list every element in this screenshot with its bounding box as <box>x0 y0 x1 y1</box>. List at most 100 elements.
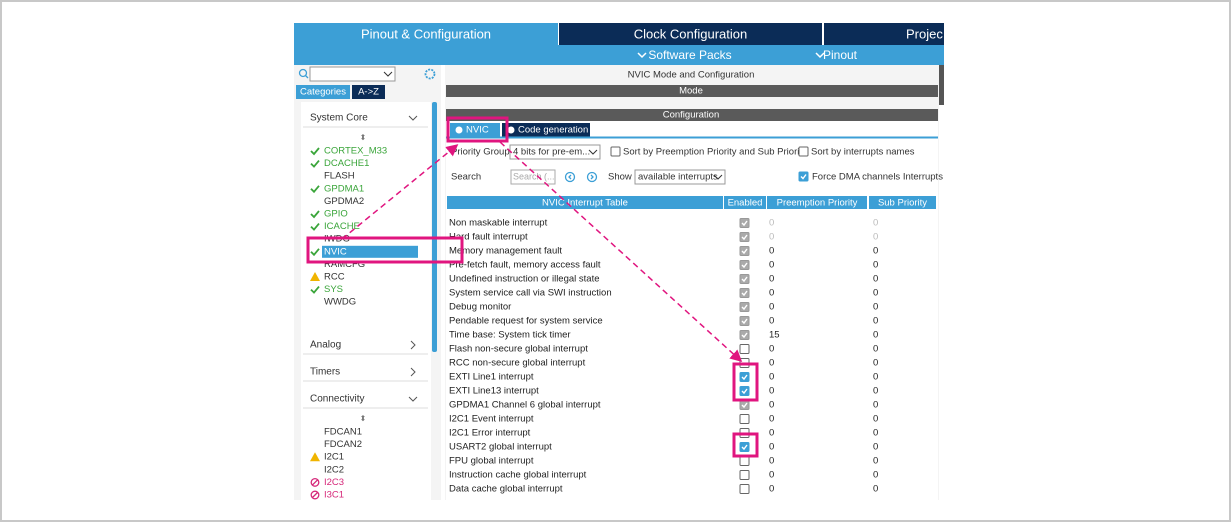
sub-priority[interactable]: 0 <box>873 470 878 481</box>
preemption-priority[interactable]: 0 <box>769 288 774 299</box>
nav-button[interactable] <box>564 171 576 183</box>
sub-priority[interactable]: 0 <box>873 316 878 327</box>
enabled-checkbox[interactable] <box>739 344 750 354</box>
sidebar-item[interactable]: FDCAN2 <box>324 439 362 450</box>
sidebar-item[interactable]: FDCAN1 <box>324 427 362 438</box>
highlight-box <box>732 432 759 458</box>
subtab-label[interactable]: Pinout <box>823 48 858 62</box>
sidebar-item[interactable]: DCACHE1 <box>324 158 369 169</box>
preemption-priority[interactable]: 15 <box>769 330 780 341</box>
checkbox[interactable] <box>610 146 621 157</box>
sidebar-item[interactable]: I2C1 <box>324 452 344 463</box>
config-tab[interactable] <box>502 123 590 137</box>
enabled-checkbox[interactable] <box>739 484 750 494</box>
sub-priority[interactable]: 0 <box>873 372 878 383</box>
sub-priority[interactable]: 0 <box>873 400 878 411</box>
interrupt-name: Non maskable interrupt <box>449 218 548 229</box>
interrupt-name: Flash non-secure global interrupt <box>449 344 588 355</box>
checkbox-label: Sort by Preemption Priority and Sub Prio… <box>623 147 807 158</box>
tab-label: Clock Configuration <box>634 26 747 41</box>
status-disabled <box>312 492 318 498</box>
interrupt-name: FPU global interrupt <box>449 456 534 467</box>
preemption-priority[interactable]: 0 <box>769 414 774 425</box>
sidebar-item[interactable]: RAMCFG <box>324 259 365 270</box>
preemption-priority[interactable]: 0 <box>769 246 774 257</box>
sub-priority[interactable]: 0 <box>873 484 878 495</box>
search-dropdown[interactable] <box>309 66 396 82</box>
sidebar-item[interactable]: NVIC <box>324 246 347 257</box>
enabled-checkbox <box>739 274 750 284</box>
preemption-priority[interactable]: 0 <box>769 442 774 453</box>
preemption-priority[interactable]: 0 <box>769 428 774 439</box>
config-tab[interactable] <box>450 123 500 137</box>
sidebar-item[interactable]: CORTEX_M33 <box>324 146 387 157</box>
check-tick <box>741 234 748 241</box>
sub-priority[interactable]: 0 <box>873 330 878 341</box>
preemption-priority[interactable]: 0 <box>769 260 774 271</box>
interrupt-name: Data cache global interrupt <box>449 484 563 495</box>
sub-priority[interactable]: 0 <box>873 302 878 313</box>
sidebar-item[interactable]: I2C2 <box>324 464 344 475</box>
enabled-checkbox[interactable] <box>739 442 750 452</box>
scrollbar <box>432 102 437 352</box>
sub-priority[interactable]: 0 <box>873 358 878 369</box>
sub-priority[interactable]: 0 <box>873 288 878 299</box>
tab[interactable] <box>294 23 558 45</box>
preemption-priority[interactable]: 0 <box>769 386 774 397</box>
preemption-priority[interactable]: 0 <box>769 344 774 355</box>
interrupt-name: Time base: System tick timer <box>449 330 571 341</box>
sidebar-item[interactable]: I2C3 <box>324 477 344 488</box>
sidebar-item[interactable]: FLASH <box>324 171 355 182</box>
preemption-priority[interactable]: 0 <box>769 358 774 369</box>
preemption-priority[interactable]: 0 <box>769 470 774 481</box>
preemption-priority[interactable]: 0 <box>769 484 774 495</box>
preemption-priority[interactable]: 0 <box>769 302 774 313</box>
group-header[interactable]: Timers <box>310 367 340 378</box>
sub-priority[interactable]: 0 <box>873 274 878 285</box>
interrupt-name: Hard fault interrupt <box>449 232 528 243</box>
checkbox[interactable] <box>798 171 809 182</box>
group-header[interactable]: System Core <box>310 113 368 124</box>
enabled-checkbox[interactable] <box>739 414 750 424</box>
nav-button[interactable] <box>586 171 598 183</box>
view-tab[interactable] <box>352 85 385 99</box>
sub-priority[interactable]: 0 <box>873 246 878 257</box>
sub-priority[interactable]: 0 <box>873 442 878 453</box>
dropdown[interactable] <box>634 169 726 185</box>
preemption-priority[interactable]: 0 <box>769 316 774 327</box>
preemption-priority[interactable]: 0 <box>769 372 774 383</box>
sidebar-item[interactable]: GPIO <box>324 209 348 220</box>
preemption-priority[interactable]: 0 <box>769 274 774 285</box>
panel-title: NVIC Mode and Configuration <box>628 70 755 81</box>
sidebar-item[interactable]: RCC <box>324 272 345 283</box>
sub-priority[interactable]: 0 <box>873 386 878 397</box>
settings-icon[interactable] <box>424 68 436 80</box>
enabled-checkbox[interactable] <box>739 456 750 466</box>
group-header[interactable]: Connectivity <box>310 394 364 405</box>
sub-priority[interactable]: 0 <box>873 344 878 355</box>
checkbox[interactable] <box>798 146 809 157</box>
tab[interactable] <box>559 23 822 45</box>
view-tab[interactable] <box>296 85 350 99</box>
tab[interactable] <box>824 23 944 45</box>
status-disabled <box>310 477 320 487</box>
sub-priority[interactable]: 0 <box>873 414 878 425</box>
sub-priority[interactable]: 0 <box>873 456 878 467</box>
nav-arrow <box>568 174 572 180</box>
sub-priority[interactable]: 0 <box>873 260 878 271</box>
sidebar-item[interactable]: GPDMA2 <box>324 196 364 207</box>
enabled-checkbox[interactable] <box>739 470 750 480</box>
preemption-priority[interactable]: 0 <box>769 400 774 411</box>
sidebar-item[interactable]: I3C1 <box>324 490 344 501</box>
sidebar-item[interactable]: GPDMA1 <box>324 183 364 194</box>
preemption-priority[interactable]: 0 <box>769 456 774 467</box>
sidebar-item[interactable]: WWDG <box>324 297 356 308</box>
group-header[interactable]: Analog <box>310 340 341 351</box>
enabled-checkbox[interactable] <box>739 386 750 396</box>
sidebar-item[interactable]: SYS <box>324 284 343 295</box>
search-input[interactable] <box>510 169 556 185</box>
sidebar-item[interactable]: ICACHE <box>324 221 360 232</box>
sub-priority[interactable]: 0 <box>873 428 878 439</box>
enabled-checkbox[interactable] <box>739 372 750 382</box>
subtab-label[interactable]: Software Packs <box>648 48 731 62</box>
